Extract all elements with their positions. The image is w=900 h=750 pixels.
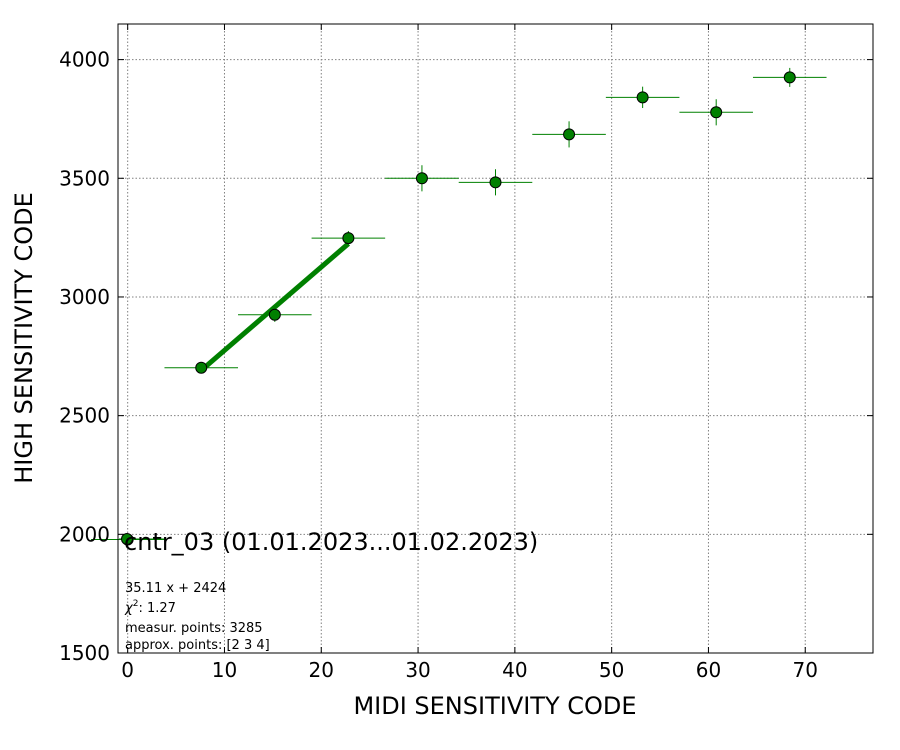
x-axis-title: MIDI SENSITIVITY CODE: [353, 692, 636, 720]
y-axis-title: HIGH SENSITIVITY CODE: [10, 192, 38, 484]
y-tick-label: 2500: [59, 404, 110, 428]
data-point: [195, 361, 208, 374]
y-tick-label: 4000: [59, 48, 110, 72]
y-tick-labels: 1500 2000 2500 3000 3500 4000: [59, 48, 110, 665]
y-tick-label: 2000: [59, 522, 110, 546]
chi-superscript: 2: [133, 599, 139, 609]
plot-frame: [117, 23, 874, 654]
data-point: [415, 172, 428, 185]
x-tick-labels: 0 10 20 30 40 50 60 70: [121, 658, 818, 682]
x-tick-label: 10: [212, 658, 237, 682]
x-tick-label: 50: [599, 658, 624, 682]
x-tick-label: 70: [793, 658, 818, 682]
measured-points: measur. points: 3285: [125, 621, 263, 636]
y-tick-label: 3000: [59, 285, 110, 309]
plot-area: [118, 24, 873, 653]
fit-line-group: [199, 241, 351, 373]
y-tick-label: 3500: [59, 166, 110, 190]
x-tick-label: 30: [405, 658, 430, 682]
data-point: [710, 106, 723, 119]
legend-label: cntr_03 (01.01.2023...01.02.2023): [124, 528, 538, 556]
data-point: [563, 128, 576, 141]
data-point: [268, 308, 281, 321]
fit-equation: 35.11 x + 2424: [125, 581, 226, 596]
data-point: [783, 71, 796, 84]
fit-line: [199, 241, 351, 373]
data-point: [342, 232, 355, 245]
legend-marker: [121, 533, 133, 545]
approx-points: approx. points: [2 3 4]: [125, 638, 270, 653]
x-tick-label: 0: [121, 658, 134, 682]
x-tick-label: 20: [309, 658, 334, 682]
x-tick-label: 60: [696, 658, 721, 682]
chi-symbol: χ: [124, 601, 134, 616]
legend: cntr_03 (01.01.2023...01.02.2023): [119, 528, 538, 556]
fit-annotations: 35.11 x + 2424 χ2: 1.27 measur. points: …: [124, 581, 270, 653]
chi-value: : 1.27: [138, 601, 175, 616]
x-tick-label: 40: [502, 658, 527, 682]
data-point: [489, 176, 502, 189]
y-tick-label: 1500: [59, 641, 110, 665]
data-point: [636, 91, 649, 104]
chi-square-value: χ2: 1.27: [124, 599, 176, 616]
